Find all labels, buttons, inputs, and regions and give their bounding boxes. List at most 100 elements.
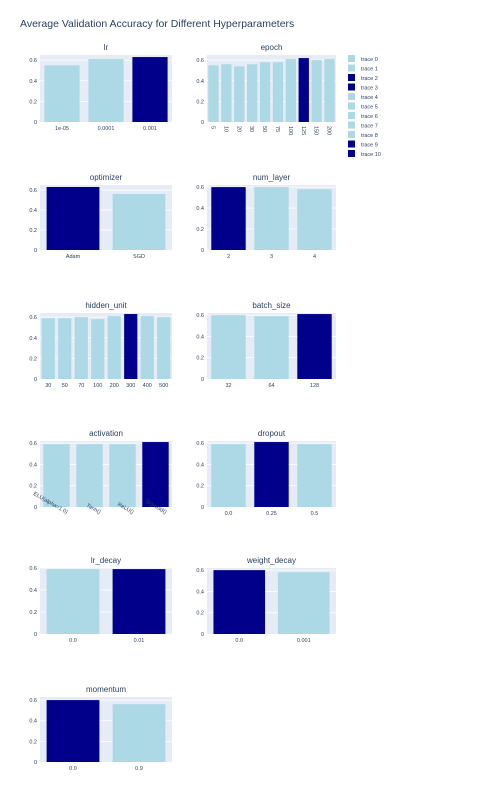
- y-tick-label: 0: [201, 505, 204, 511]
- legend-item[interactable]: trace 7: [348, 121, 378, 130]
- legend-item[interactable]: trace 1: [348, 64, 378, 73]
- bar-100[interactable]: [285, 59, 297, 122]
- bar-SGD[interactable]: [112, 194, 166, 250]
- legend-item[interactable]: trace 4: [348, 93, 378, 101]
- x-tick-label: Adam: [66, 254, 81, 260]
- legend-item[interactable]: trace 8: [348, 131, 378, 139]
- bar-32[interactable]: [211, 315, 246, 379]
- x-tick-label: 0.0: [69, 638, 77, 644]
- bar-Sigmoid()[interactable]: [142, 442, 169, 507]
- x-tick-label: 0.9: [135, 766, 143, 772]
- y-tick-label: 0.2: [29, 484, 37, 490]
- bar-128[interactable]: [297, 314, 332, 379]
- bar-400[interactable]: [140, 316, 154, 379]
- bar-200[interactable]: [107, 316, 121, 379]
- legend-item[interactable]: trace 5: [348, 102, 378, 111]
- bar-30[interactable]: [246, 64, 258, 122]
- legend-swatch: [348, 131, 355, 138]
- legend-item[interactable]: trace 10: [348, 150, 381, 158]
- bar-2[interactable]: [211, 187, 246, 250]
- bar-20[interactable]: [234, 66, 245, 122]
- bar-0.0[interactable]: [213, 570, 266, 634]
- subplot-grid: 0 0.2 0.4 0.6 1e-05 0.0001 0.001 lr 0 0.2 0.4 0.6 5 1…: [29, 43, 336, 772]
- bar-70[interactable]: [74, 317, 88, 379]
- bar-75[interactable]: [272, 62, 284, 122]
- bar-10[interactable]: [221, 64, 232, 122]
- bar-500[interactable]: [157, 317, 171, 379]
- bar-3[interactable]: [254, 187, 289, 250]
- subplot-title: momentum: [86, 685, 126, 694]
- y-tick-label: 0.4: [196, 589, 204, 595]
- legend-label: trace 4: [361, 95, 378, 101]
- legend-item[interactable]: trace 9: [348, 140, 378, 149]
- y-tick-label: 0: [34, 377, 37, 383]
- bar-0.9[interactable]: [112, 704, 166, 762]
- legend-item[interactable]: trace 2: [348, 74, 378, 82]
- y-tick-label: 0.2: [196, 611, 204, 617]
- subplot-momentum: 0 0.2 0.4 0.6 0.0 0.9 momentum: [29, 685, 172, 772]
- bar-64[interactable]: [254, 316, 289, 379]
- x-tick-label: 3: [270, 254, 273, 260]
- x-tick-label: 1e-05: [55, 126, 69, 132]
- bar-30[interactable]: [41, 318, 55, 379]
- x-tick-label: 0.0001: [98, 126, 115, 132]
- subplot-dropout: 0 0.2 0.4 0.6 0.0 0.25 0.5 dropout: [196, 429, 336, 517]
- bar-150[interactable]: [311, 60, 322, 122]
- x-tick-label: 20: [235, 126, 241, 132]
- y-tick-label: 0.2: [196, 484, 204, 490]
- subplot-title: activation: [89, 429, 123, 438]
- legend-swatch: [348, 121, 355, 129]
- bar-ELU(alpha=1.0)[interactable]: [43, 444, 70, 507]
- bar-0.001[interactable]: [132, 57, 168, 122]
- bar-125[interactable]: [298, 58, 309, 122]
- bar-0.01[interactable]: [112, 569, 166, 634]
- subplot-title: hidden_unit: [85, 301, 127, 310]
- figure-title: Average Validation Accuracy for Differen…: [20, 18, 294, 30]
- subplot-lr-decay: 0 0.2 0.4 0.6 0.0 0.01 lr_decay: [29, 556, 172, 644]
- y-tick-label: 0.4: [29, 588, 37, 594]
- bar-1e-05[interactable]: [44, 65, 80, 122]
- bar-4[interactable]: [297, 189, 332, 250]
- bar-0.001[interactable]: [277, 572, 330, 634]
- bar-100[interactable]: [91, 319, 105, 379]
- x-tick-label: 75: [274, 126, 280, 132]
- bar-0.0001[interactable]: [88, 59, 124, 122]
- bar-5[interactable]: [208, 65, 219, 122]
- subplot-hidden-unit: 0 0.2 0.4 0.6 30 50 70 100 200 300 400 500 hidden_un…: [29, 301, 172, 389]
- bar-50[interactable]: [259, 62, 271, 122]
- legend-label: trace 2: [361, 76, 378, 82]
- bar-0.0[interactable]: [211, 444, 246, 507]
- legend-item[interactable]: trace 6: [348, 112, 378, 120]
- bar-0.5[interactable]: [297, 444, 332, 507]
- legend-label: trace 10: [361, 152, 381, 158]
- y-tick-label: 0.4: [29, 208, 37, 214]
- x-tick-label: 50: [261, 126, 267, 132]
- x-tick-label: 125: [300, 126, 306, 135]
- subplot-title: dropout: [258, 429, 286, 438]
- subplot-batch-size: 0 0.2 0.4 0.6 32 64 128 batch_size: [196, 301, 336, 389]
- x-tick-label: 0.25: [266, 511, 277, 517]
- bar-Adam[interactable]: [46, 187, 100, 250]
- y-tick-label: 0.2: [29, 739, 37, 745]
- bar-0.0[interactable]: [46, 700, 100, 762]
- x-tick-label: 200: [326, 126, 332, 135]
- bar-Tanh()[interactable]: [76, 444, 103, 507]
- subplot-weight-decay: 0 0.2 0.4 0.6 0.0 0.001 weight_decay: [196, 556, 336, 644]
- bar-0.25[interactable]: [254, 442, 289, 507]
- bar-50[interactable]: [58, 318, 72, 379]
- bar-200[interactable]: [324, 59, 335, 122]
- bar-ReLU()[interactable]: [109, 444, 136, 507]
- legend-item[interactable]: trace 0: [348, 55, 378, 63]
- legend[interactable]: trace 0 trace 1 trace 2 trace 3 trace 4 trace…: [348, 55, 381, 158]
- y-tick-label: 0.6: [29, 441, 37, 447]
- legend-swatch: [348, 93, 355, 100]
- x-tick-label: SGD: [133, 254, 145, 260]
- y-tick-label: 0.4: [29, 79, 37, 85]
- subplot-title: optimizer: [90, 173, 123, 182]
- legend-swatch: [348, 74, 355, 81]
- legend-item[interactable]: trace 3: [348, 83, 378, 92]
- bar-0.0[interactable]: [46, 569, 100, 634]
- x-tick-label: 30: [248, 126, 254, 132]
- bar-300[interactable]: [124, 314, 138, 379]
